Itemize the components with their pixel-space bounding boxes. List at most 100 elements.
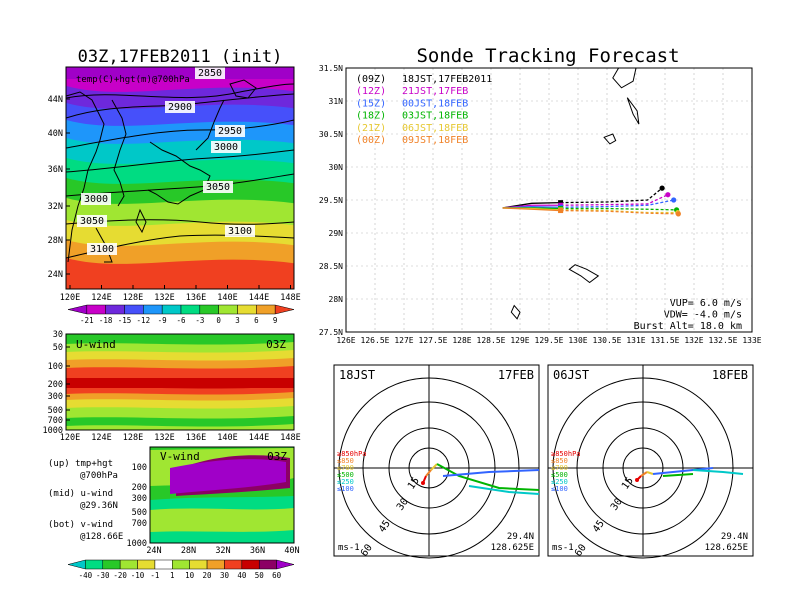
legend-label: 00JST,18FEB: [402, 98, 468, 109]
track-endpoint: [671, 197, 677, 203]
note-line-2: @700hPa: [80, 471, 118, 481]
contour-label: 3100: [228, 226, 252, 237]
v-wind-band: [150, 508, 294, 532]
level-legend: ≤850: [337, 457, 354, 465]
hodograph-lat: 29.4N: [721, 532, 748, 542]
colorbar-swatch: [172, 559, 190, 570]
colorbar-tick: 1: [170, 571, 175, 580]
colorbar-swatch: [274, 304, 295, 315]
colorbar-swatch: [124, 304, 144, 315]
track-param: Burst Alt= 18.0 km: [634, 321, 742, 332]
legend-label: 09JST,18FEB: [402, 135, 468, 146]
colorbar-tick: -21: [80, 316, 94, 325]
track-line-descent: [560, 194, 669, 206]
colorbar-tick: 10: [185, 571, 195, 580]
track-x-tick: 130.5E: [593, 336, 622, 345]
coastline-segment: [111, 99, 127, 207]
contour-label: 2950: [218, 126, 242, 137]
colorbar-tick: -3: [195, 316, 204, 325]
hodograph-frame: [333, 364, 540, 557]
legend-code: (21Z): [356, 123, 386, 134]
track-x-tick: 128.5E: [477, 336, 506, 345]
contour-label-bg: [81, 193, 111, 205]
track-x-tick: 129.5E: [535, 336, 564, 345]
u-pressure-tick: 50: [53, 343, 63, 353]
u-lon-tick: 136E: [186, 433, 206, 443]
hodograph-trace: [640, 471, 648, 477]
level-legend: ≤250: [337, 478, 354, 486]
colorbar-tick: 40: [237, 571, 247, 580]
u-pressure-tick: 200: [48, 380, 63, 390]
hodograph-unit: ms-1: [338, 543, 360, 553]
colorbar-swatch: [258, 559, 277, 570]
legend-code: (12Z): [356, 86, 386, 97]
track-x-tick: 131E: [626, 336, 645, 345]
island-outline: [568, 264, 600, 284]
height-contours: 2900 2950 3000 3050 3000 3050 3100 3100 2850: [66, 67, 294, 259]
map-lat-tick: 28N: [48, 236, 63, 246]
level-legend: ≤100: [551, 485, 568, 493]
contour-label-bg: [195, 67, 225, 79]
map-lat-tick: 32N: [48, 202, 63, 212]
hodograph-date: 18FEB: [712, 368, 748, 382]
colorbar-tick: 50: [255, 571, 265, 580]
burst-marker: [558, 200, 564, 206]
track-endpoint: [659, 185, 665, 191]
contour-label-bg: [77, 215, 107, 227]
hodograph-frame: [547, 364, 754, 557]
colorbar-swatch: [224, 559, 243, 570]
colorbar-swatch: [180, 304, 201, 315]
note-line-1: (bot) v-wind: [48, 520, 113, 530]
track-x-tick: 126.5E: [361, 336, 390, 345]
islands: [510, 68, 640, 320]
colorbar-tick: 3: [235, 316, 240, 325]
v-pressure-tick: 700: [132, 519, 147, 529]
track-y-tick: 31N: [329, 97, 344, 106]
colorbar-swatch: [206, 559, 225, 570]
track-x-tick: 128E: [452, 336, 471, 345]
note-line-2: @29.36N: [80, 501, 118, 511]
v-lat-tick: 24N: [146, 546, 161, 556]
u-pressure-tick: 500: [48, 406, 63, 416]
colorbar-swatch: [86, 304, 106, 315]
colorbar-swatch: [137, 559, 156, 570]
map-lat-tick: 36N: [48, 165, 63, 175]
legend-code: (15Z): [356, 98, 386, 109]
colorbar-tick: -40: [79, 571, 93, 580]
hodograph-trace: [646, 471, 654, 475]
level-legend: ≤700: [551, 464, 568, 472]
hodograph-origin: [635, 478, 639, 482]
hodograph-date: 17FEB: [498, 368, 534, 382]
contour-label-bg: [165, 101, 195, 113]
track-y-tick: 29N: [329, 229, 344, 238]
map-lon-tick: 132E: [154, 293, 174, 303]
v-lat-tick: 36N: [250, 546, 265, 556]
u-pressure-tick: 30: [53, 330, 63, 340]
level-legend: ≤500: [337, 471, 354, 479]
map-lon-tick: 124E: [91, 293, 111, 303]
temperature-band: [66, 67, 294, 79]
island-outline: [603, 133, 617, 145]
legend-code: (18Z): [356, 111, 386, 122]
track-param: VDW= -4.0 m/s: [664, 310, 742, 321]
level-legend: ≤500: [551, 471, 568, 479]
u-lon-tick: 132E: [154, 433, 174, 443]
colorbar-tick: -18: [99, 316, 113, 325]
v-pressure-tick: 100: [132, 463, 147, 473]
v-wind-band: [170, 459, 286, 494]
track-x-tick: 127.5E: [419, 336, 448, 345]
u-lon-tick: 120E: [60, 433, 80, 443]
contour-line: [66, 83, 294, 99]
legend-label: 18JST,17FEB2011: [402, 74, 492, 85]
map-lon-tick: 144E: [249, 293, 269, 303]
colorbar-swatch: [256, 304, 276, 315]
v-lat-tick: 28N: [181, 546, 196, 556]
track-endpoint: [675, 211, 681, 217]
u-pressure-tick: 700: [48, 416, 63, 426]
v-pressure-tick: 1000: [127, 539, 147, 549]
contour-label: 2850: [198, 68, 222, 79]
contour-label: 3000: [214, 142, 238, 153]
colorbar-tick: -15: [118, 316, 132, 325]
colorbar-tick: 6: [254, 316, 259, 325]
